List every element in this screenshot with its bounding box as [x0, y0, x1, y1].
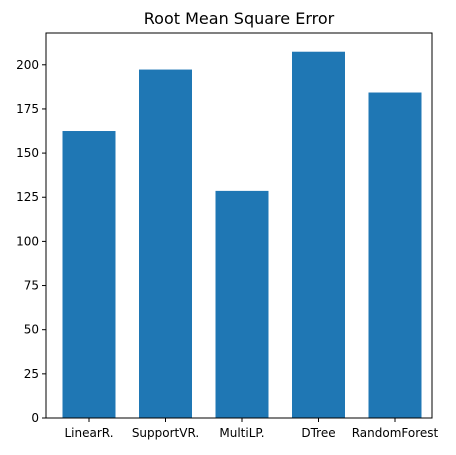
- bar-supportvr: [139, 69, 192, 418]
- x-tick-label: SupportVR.: [132, 426, 199, 440]
- y-tick-label: 200: [16, 58, 39, 72]
- y-tick-label: 0: [31, 411, 39, 425]
- bar-linearr: [62, 131, 116, 418]
- bar-randomforest: [368, 92, 422, 418]
- x-axis: LinearR. SupportVR. MultiLP. DTree RandomFor…: [64, 418, 439, 440]
- y-tick-label: 75: [24, 279, 39, 293]
- y-tick-label: 50: [24, 323, 39, 337]
- x-tick-label: MultiLP.: [219, 426, 264, 440]
- y-tick-label: 150: [16, 146, 39, 160]
- bar-multilp: [215, 190, 269, 418]
- x-tick-label: DTree: [301, 426, 335, 440]
- chart-title: Root Mean Square Error: [144, 9, 335, 28]
- x-tick-label: RandomForest: [352, 426, 439, 440]
- y-axis: 0 25 50 75 100 125 150 175 200: [16, 58, 46, 425]
- y-tick-label: 100: [16, 234, 39, 248]
- y-tick-label: 25: [24, 367, 39, 381]
- bar-dtree: [292, 51, 345, 418]
- y-tick-label: 125: [16, 190, 39, 204]
- plot-frame: [45, 32, 433, 419]
- bars-layer: [62, 51, 422, 418]
- x-tick-label: LinearR.: [64, 426, 113, 440]
- y-tick-label: 175: [16, 102, 39, 116]
